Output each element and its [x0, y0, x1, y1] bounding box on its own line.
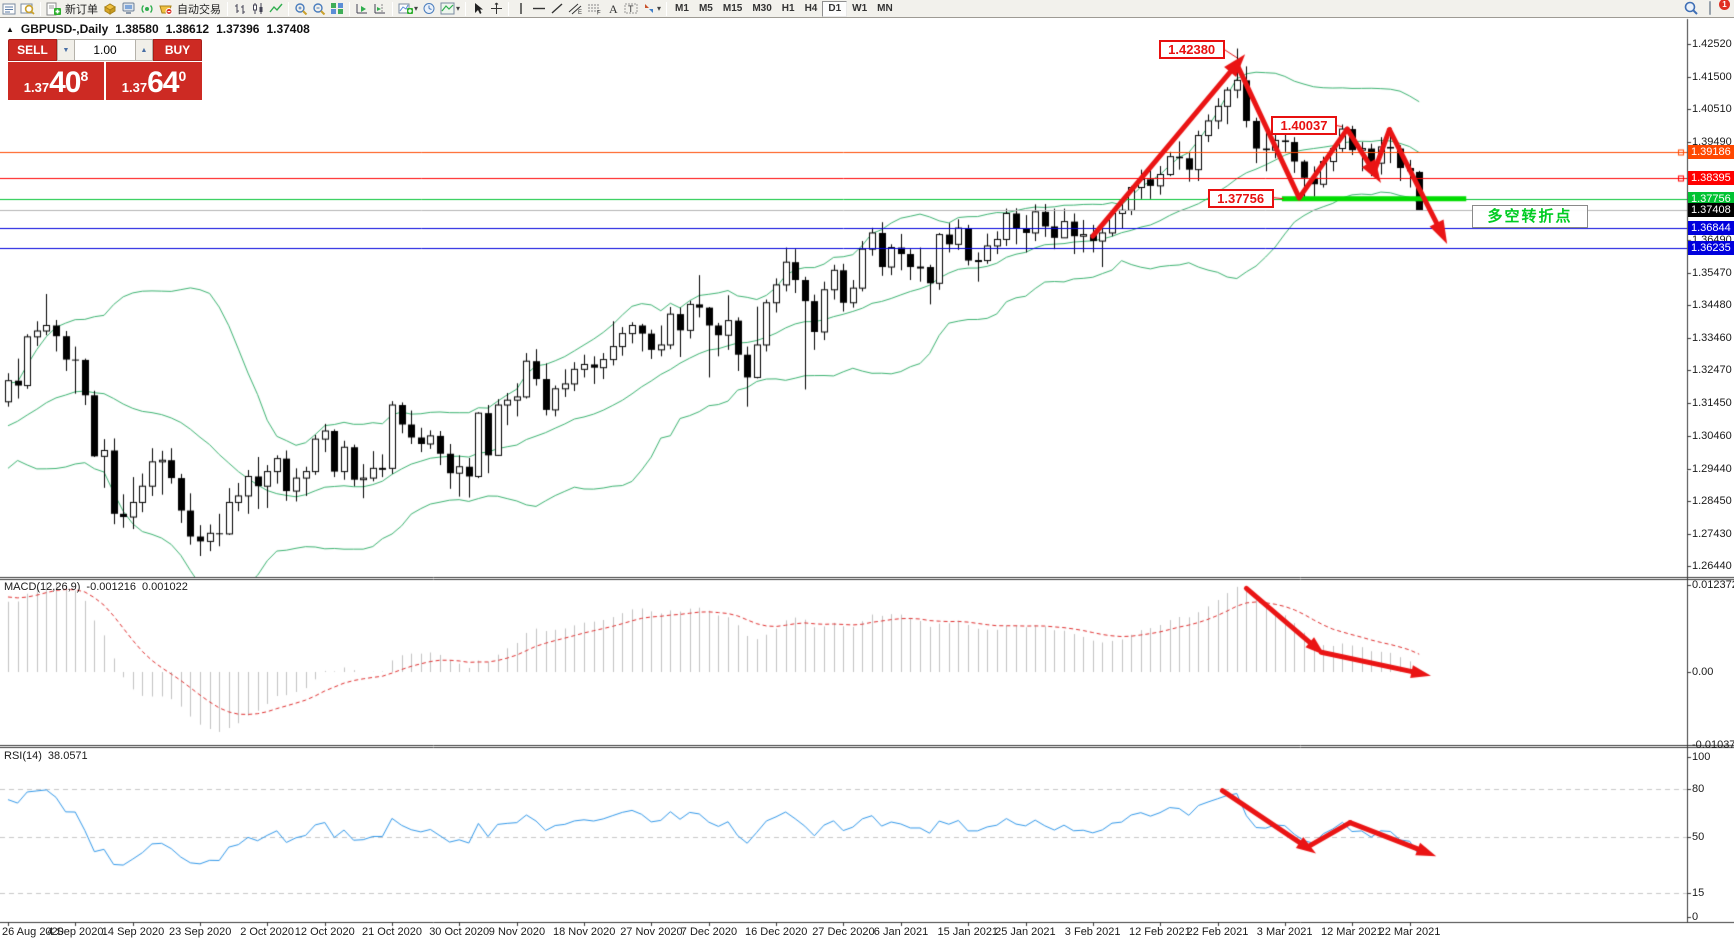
ohlc-low: 1.37396: [216, 22, 260, 36]
chat-bubble-icon: [1709, 0, 1711, 15]
timeframe-button-h4[interactable]: H4: [804, 3, 818, 14]
turning-point-annotation[interactable]: 多空转折点: [1472, 205, 1588, 228]
auto-scroll-icon[interactable]: [353, 1, 371, 17]
sell-price-sup: 8: [80, 68, 89, 84]
templates-icon[interactable]: ▾: [438, 1, 462, 17]
timeframe-button-d1[interactable]: D1: [822, 0, 848, 17]
macd-value: -0.001216: [86, 581, 136, 593]
rsi-label: RSI(14): [4, 750, 42, 762]
sell-price-display[interactable]: 1.37 40 8: [8, 62, 104, 100]
auto-trading-icon[interactable]: [156, 1, 175, 17]
quote-header: ▲ GBPUSD-,Daily 1.38580 1.38612 1.37396 …: [6, 22, 310, 36]
timeframe-button-m1[interactable]: M1: [675, 3, 689, 14]
auto-trading-label[interactable]: 自动交易: [177, 3, 221, 16]
timeframe-button-m15[interactable]: M15: [722, 3, 743, 14]
zoom-in-icon[interactable]: [292, 1, 310, 17]
macd-header: MACD(12,26,9) -0.001216 0.001022: [4, 581, 188, 593]
rsi-value: 38.0571: [47, 750, 88, 762]
rsi-header: RSI(14) 38.0571: [4, 750, 88, 762]
crosshair-icon[interactable]: [487, 1, 505, 17]
vertical-line-icon[interactable]: [512, 1, 530, 17]
expert-advisor-icon[interactable]: [101, 1, 119, 17]
channel-icon[interactable]: E: [566, 1, 585, 17]
horizontal-line-icon[interactable]: [530, 1, 548, 17]
one-click-trading-panel: SELL ▼ ▲ BUY 1.37 40 8 1.37 64 0: [8, 39, 202, 100]
new-order-icon[interactable]: [44, 1, 63, 17]
search-icon[interactable]: [1681, 1, 1701, 17]
trendline-icon[interactable]: [548, 1, 566, 17]
svg-text:F: F: [597, 11, 601, 16]
ohlc-high: 1.38612: [165, 22, 210, 36]
sell-price-small: 1.37: [23, 80, 50, 95]
line-chart-icon[interactable]: [267, 1, 285, 17]
text-icon[interactable]: A: [604, 1, 622, 17]
ohlc-close: 1.37408: [266, 22, 310, 36]
buy-price-sup: 0: [178, 68, 187, 84]
terminal-icon[interactable]: [119, 1, 138, 17]
add-indicator-icon[interactable]: ▾: [396, 1, 420, 17]
macd-label: MACD(12,26,9): [4, 581, 81, 593]
arrows-icon[interactable]: ▾: [640, 1, 663, 17]
volume-increase-button[interactable]: ▲: [135, 39, 153, 61]
volume-input[interactable]: [75, 39, 135, 61]
main-toolbar: 新订单 自动交易 ▾ ▾ E F A T ▾ M1 M5 M15 M30 H1 H4 D1: [0, 0, 1734, 18]
timeframe-group: M1 M5 M15 M30 H1 H4 D1 W1 MN: [670, 0, 898, 17]
buy-price-small: 1.37: [121, 80, 148, 95]
chart-shift-icon[interactable]: [371, 1, 389, 17]
timeframe-button-mn[interactable]: MN: [877, 3, 893, 14]
signal-icon[interactable]: [138, 1, 156, 17]
sell-price-big: 40: [49, 66, 81, 99]
candle-chart-icon[interactable]: [249, 1, 267, 17]
timeframe-button-w1[interactable]: W1: [852, 3, 868, 14]
zoom-out-icon[interactable]: [310, 1, 328, 17]
svg-text:E: E: [578, 10, 582, 15]
symbol-title: GBPUSD-,Daily: [20, 22, 109, 36]
chart-list-icon[interactable]: [0, 1, 18, 17]
timeframe-button-m30[interactable]: M30: [752, 3, 772, 14]
text-label-icon[interactable]: T: [622, 1, 640, 17]
ohlc-open: 1.38580: [115, 22, 159, 36]
sell-button[interactable]: SELL: [8, 39, 57, 61]
notification-badge: 1: [1719, 0, 1730, 10]
buy-price-big: 64: [147, 66, 179, 99]
volume-decrease-button[interactable]: ▼: [57, 39, 75, 61]
cycles-icon[interactable]: [420, 1, 438, 17]
chat-icon[interactable]: 1: [1709, 0, 1730, 16]
bar-chart-icon[interactable]: [231, 1, 249, 17]
collapse-panel-icon[interactable]: ▲: [6, 24, 14, 34]
cursor-icon[interactable]: [469, 1, 487, 17]
macd-signal-value: 0.001022: [141, 581, 188, 593]
svg-text:T: T: [628, 4, 634, 14]
timeframe-button-h1[interactable]: H1: [781, 3, 795, 14]
new-order-label[interactable]: 新订单: [65, 3, 98, 16]
timeframe-button-m5[interactable]: M5: [698, 3, 713, 14]
svg-text:A: A: [609, 2, 618, 15]
buy-price-display[interactable]: 1.37 64 0: [106, 62, 202, 100]
zoom-profile-icon[interactable]: [18, 1, 37, 17]
tile-windows-icon[interactable]: [328, 1, 346, 17]
buy-button[interactable]: BUY: [153, 39, 202, 61]
fibonacci-icon[interactable]: F: [585, 1, 604, 17]
